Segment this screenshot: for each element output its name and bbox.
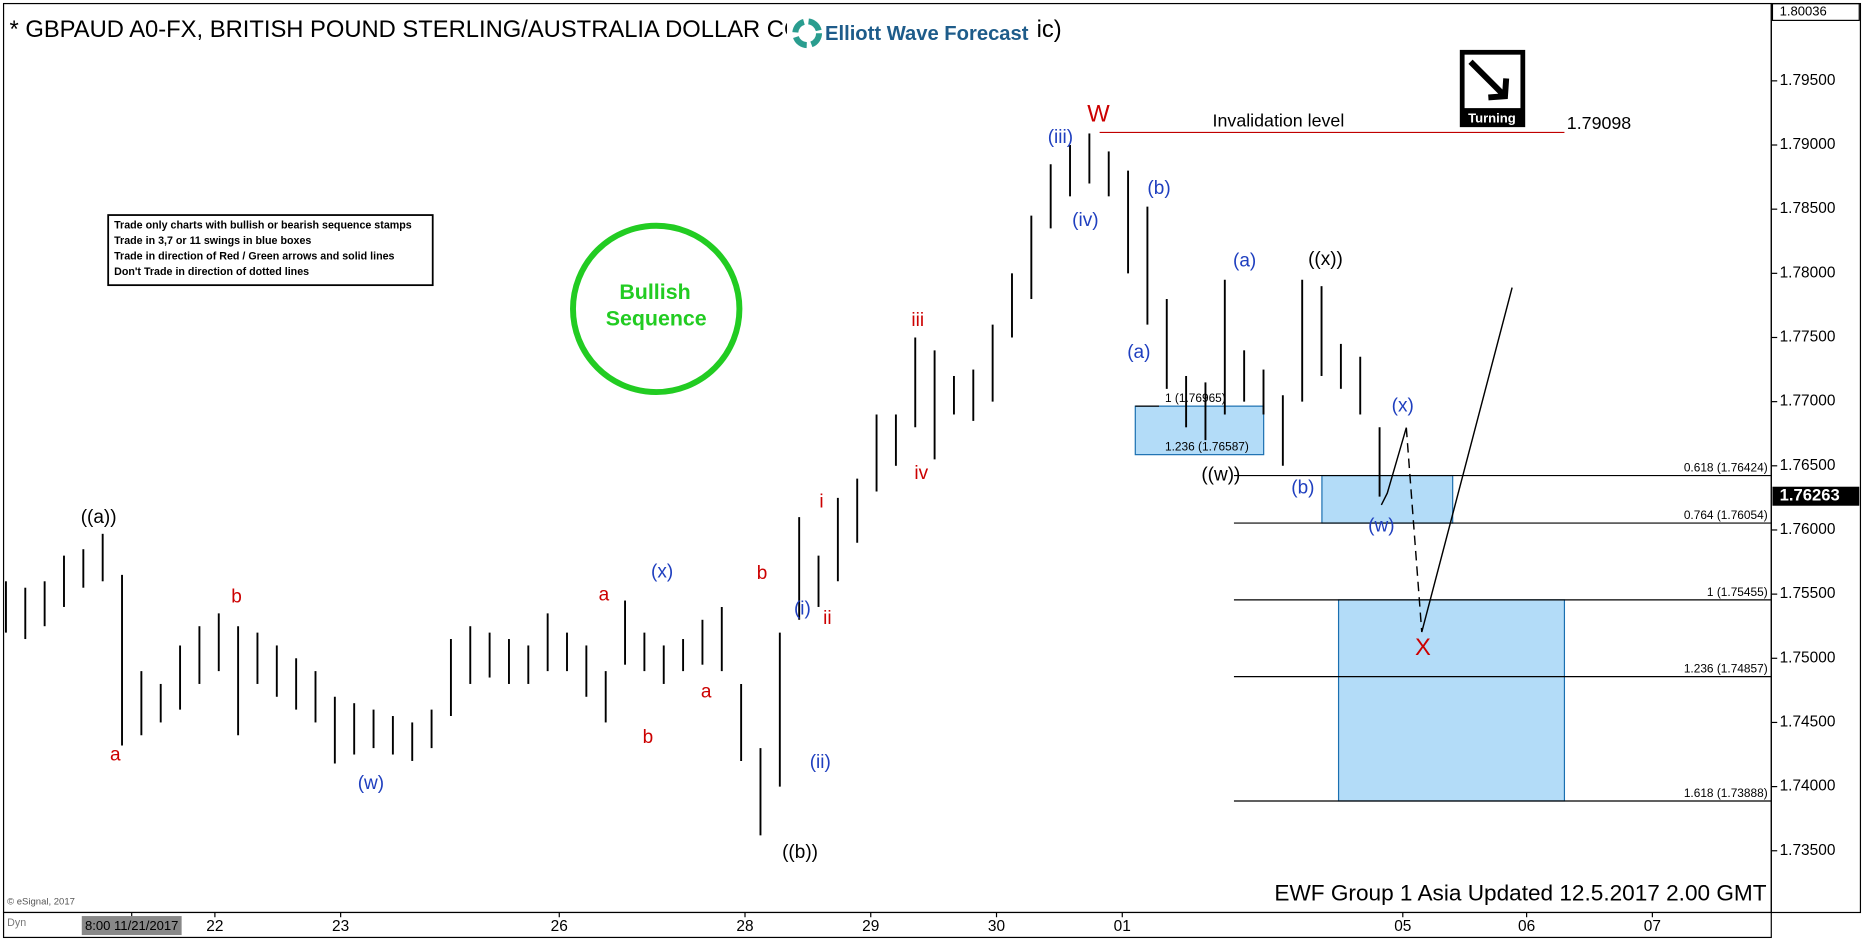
x-tick-label: 30 bbox=[988, 918, 1005, 935]
wave-label: a bbox=[110, 745, 121, 766]
fib-label: 1 (1.75455) bbox=[1707, 585, 1768, 599]
y-tick-label: 1.74000 bbox=[1780, 778, 1836, 795]
wave-label: b bbox=[231, 587, 242, 608]
top-price-label: 1.80036 bbox=[1780, 4, 1827, 19]
wave-label: (iii) bbox=[1048, 127, 1073, 148]
logo-text: Elliott Wave Forecast bbox=[825, 23, 1029, 45]
fib-label: 0.618 (1.76424) bbox=[1684, 461, 1768, 475]
wave-label: a bbox=[701, 682, 712, 703]
bullish-stamp bbox=[570, 222, 743, 396]
wave-label: ((x)) bbox=[1308, 249, 1343, 270]
footer: EWF Group 1 Asia Updated 12.5.2017 2.00 … bbox=[1274, 881, 1766, 906]
x-tick-label: 22 bbox=[206, 918, 223, 935]
y-tick-label: 1.76500 bbox=[1780, 457, 1836, 474]
last-price-box bbox=[1772, 486, 1860, 506]
y-tick-label: 1.76000 bbox=[1780, 521, 1836, 538]
x-tick-label: 23 bbox=[332, 918, 349, 935]
invalidation-label: Invalidation level bbox=[1213, 110, 1345, 130]
wave-label: (a) bbox=[1127, 342, 1150, 363]
wave-label: (x) bbox=[651, 562, 673, 583]
y-tick-label: 1.75000 bbox=[1780, 649, 1836, 666]
wave-label: ((b)) bbox=[782, 842, 818, 863]
rule-line: Don't Trade in direction of dotted lines bbox=[114, 266, 309, 278]
corner-label: Dyn bbox=[7, 917, 26, 929]
wave-label: ((w)) bbox=[1201, 464, 1240, 485]
y-tick-label: 1.79500 bbox=[1780, 72, 1836, 89]
plot-layer: 0.618 (1.76424) 0.764 (1.76054) 1 (1.75455… bbox=[4, 110, 1772, 836]
turning-arrow bbox=[1468, 59, 1510, 101]
y-tick-label: 1.78000 bbox=[1780, 264, 1836, 281]
wave-label: b bbox=[757, 563, 768, 584]
wave-label: (ii) bbox=[810, 752, 831, 773]
projection-dotted bbox=[1405, 427, 1423, 633]
wave-label: iii bbox=[911, 310, 924, 331]
wave-label: iv bbox=[914, 463, 928, 484]
target-box bbox=[1134, 405, 1265, 456]
wave-label: (i) bbox=[794, 599, 811, 620]
x-tick-label: 07 bbox=[1644, 918, 1661, 935]
projection-line bbox=[1380, 427, 1408, 506]
fib-label: 1.618 (1.73888) bbox=[1684, 786, 1768, 800]
wave-label: W bbox=[1087, 101, 1110, 128]
x-tick-label: 01 bbox=[1114, 918, 1131, 935]
fib-label: 1 (1.76965) bbox=[1165, 391, 1226, 405]
last-price-label: 1.76263 bbox=[1780, 486, 1840, 505]
wave-label: (a) bbox=[1233, 250, 1256, 271]
turning-label: Turning bbox=[1468, 110, 1516, 125]
wave-label: ii bbox=[823, 608, 831, 629]
wave-label: a bbox=[599, 584, 610, 605]
y-tick-label: 1.74500 bbox=[1780, 714, 1836, 731]
x-tick-label: 26 bbox=[551, 918, 568, 935]
wave-label: i bbox=[819, 492, 823, 513]
wave-label: (x) bbox=[1392, 395, 1414, 416]
wave-label: (w) bbox=[1368, 515, 1394, 536]
x-tick-label: 05 bbox=[1394, 918, 1411, 935]
wave-label: (b) bbox=[1147, 178, 1170, 199]
fib-label: 1.236 (1.76587) bbox=[1165, 440, 1249, 454]
chart-title-tail: ic) bbox=[1037, 16, 1062, 43]
rules-box bbox=[107, 214, 434, 287]
logo-background bbox=[786, 11, 1037, 53]
y-tick-label: 1.73500 bbox=[1780, 842, 1836, 859]
y-tick-label: 1.75500 bbox=[1780, 585, 1836, 602]
wave-label: (w) bbox=[358, 773, 384, 794]
x-tick-label: 29 bbox=[862, 918, 879, 935]
y-tick-label: 1.78500 bbox=[1780, 200, 1836, 217]
y-tick-label: 1.77000 bbox=[1780, 393, 1836, 410]
wave-label: ((a)) bbox=[81, 507, 117, 528]
chart-title: * GBPAUD A0-FX, BRITISH POUND STERLING/A… bbox=[10, 16, 803, 43]
fib-label: 0.764 (1.76054) bbox=[1684, 508, 1768, 522]
rule-line: Trade in direction of Red / Green arrows… bbox=[114, 250, 394, 262]
rule-line: Trade only charts with bullish or bearis… bbox=[114, 220, 412, 232]
fib-label: 1.236 (1.74857) bbox=[1684, 662, 1768, 676]
top-price-box bbox=[1771, 3, 1860, 21]
x-tick-label: 28 bbox=[736, 918, 753, 935]
wave-label: (iv) bbox=[1072, 210, 1098, 231]
rule-line: Trade in 3,7 or 11 swings in blue boxes bbox=[114, 235, 311, 247]
x-tick-label: 8:00 11/21/2017 bbox=[85, 918, 178, 933]
stamp-text: Bullish bbox=[619, 280, 690, 304]
wave-label: X bbox=[1415, 634, 1431, 661]
x-start-box bbox=[81, 916, 182, 936]
x-tick-label: 06 bbox=[1518, 918, 1535, 935]
stamp-text: Sequence bbox=[606, 306, 707, 330]
y-tick-label: 1.79000 bbox=[1780, 136, 1836, 153]
invalidation-value: 1.79098 bbox=[1567, 113, 1631, 133]
copyright: © eSignal, 2017 bbox=[7, 896, 75, 907]
target-box bbox=[1337, 599, 1566, 802]
y-tick-label: 1.77500 bbox=[1780, 329, 1836, 346]
wave-label: b bbox=[643, 727, 654, 748]
time-axis-frame bbox=[2, 911, 1772, 939]
projection-line bbox=[1421, 287, 1513, 633]
wave-label: (b) bbox=[1291, 477, 1314, 498]
logo-icon bbox=[792, 18, 823, 49]
